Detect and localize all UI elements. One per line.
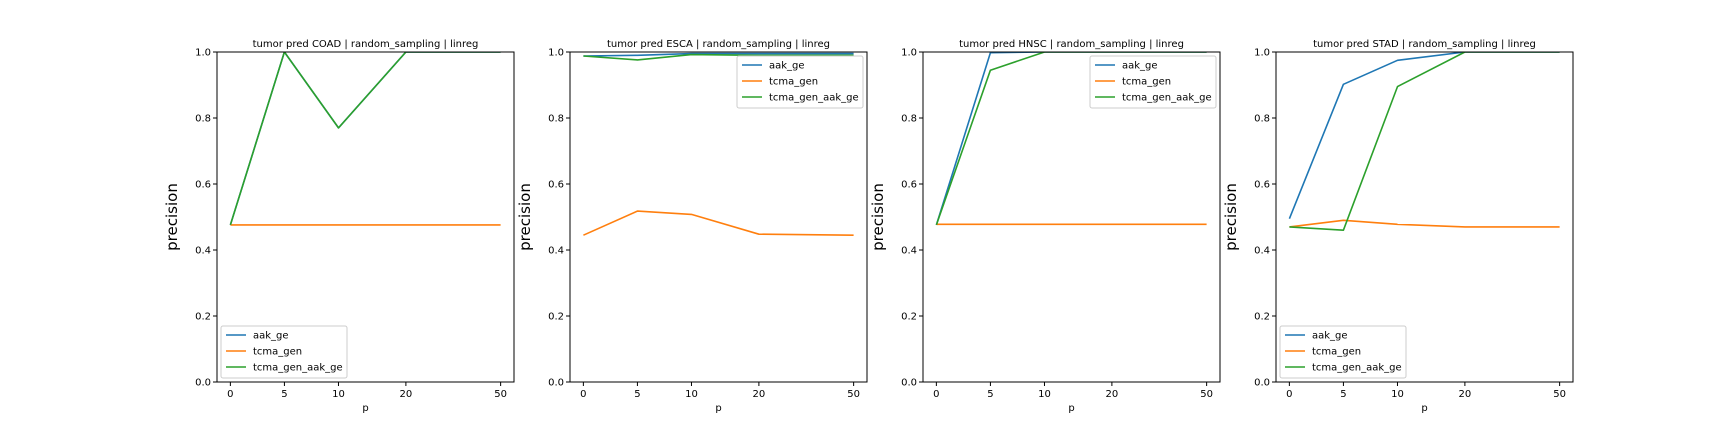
y-tick-label: 0.2 bbox=[195, 312, 211, 323]
x-axis-label: p bbox=[1421, 403, 1427, 414]
x-tick-label: 20 bbox=[1106, 389, 1119, 400]
legend-label: aak_ge bbox=[1312, 331, 1348, 342]
axes-frame bbox=[569, 51, 868, 383]
x-axis-label: p bbox=[362, 403, 368, 414]
series-line-aak-ge bbox=[935, 52, 1207, 226]
y-tick-label: 0.8 bbox=[901, 114, 917, 125]
series-line-tcma-gen bbox=[1289, 219, 1560, 228]
legend-label: aak_ge bbox=[1122, 61, 1158, 72]
x-tick-label: 10 bbox=[1391, 389, 1404, 400]
y-tick-label: 0.4 bbox=[195, 246, 211, 257]
legend: aak_ge tcma_gen tcma_gen_aak_ge bbox=[1089, 55, 1217, 109]
x-axis-label: p bbox=[1068, 403, 1074, 414]
x-tick-label: 20 bbox=[753, 389, 766, 400]
x-tick-label: 0 bbox=[933, 389, 939, 400]
x-tick-label: 5 bbox=[281, 389, 287, 400]
x-tick-label: 10 bbox=[1038, 389, 1051, 400]
y-tick-label: 1.0 bbox=[195, 48, 211, 59]
y-tick-label: 0.0 bbox=[901, 378, 917, 389]
series-line-aak-ge bbox=[1288, 52, 1560, 219]
legend-box bbox=[220, 325, 348, 379]
chart-title: tumor pred STAD | random_sampling | linr… bbox=[1313, 39, 1536, 50]
y-tick-label: 0.4 bbox=[548, 246, 564, 257]
legend-box bbox=[1279, 325, 1407, 379]
y-tick-label: 0.4 bbox=[901, 246, 917, 257]
y-tick-label: 1.0 bbox=[901, 48, 917, 59]
series-line-tcma-gen bbox=[583, 210, 854, 236]
x-tick-label: 20 bbox=[400, 389, 413, 400]
y-tick-label: 0.2 bbox=[901, 312, 917, 323]
legend-label: tcma_gen_aak_ge bbox=[769, 93, 859, 104]
y-tick-label: 0.4 bbox=[1254, 246, 1270, 257]
x-tick-label: 5 bbox=[987, 389, 993, 400]
series-line-tcma-gen-aak-ge bbox=[229, 52, 501, 226]
chart-panel-0: 0.0 0.2 0.4 0.6 0.8 1.0 0 5 10 20 50 tumor pred COA… bbox=[163, 39, 515, 414]
axes-frame bbox=[1275, 51, 1574, 383]
x-tick-label: 0 bbox=[1286, 389, 1292, 400]
chart-title: tumor pred ESCA | random_sampling | linr… bbox=[607, 39, 830, 50]
x-axis-label: p bbox=[715, 403, 721, 414]
y-tick-label: 0.0 bbox=[195, 378, 211, 389]
legend-label: tcma_gen bbox=[1312, 347, 1361, 358]
legend-box bbox=[1089, 55, 1217, 109]
chart-title: tumor pred COAD | random_sampling | linr… bbox=[253, 39, 479, 50]
chart-panel-1: 0.0 0.2 0.4 0.6 0.8 1.0 0 5 10 20 50 tumor pred ESC… bbox=[516, 39, 868, 414]
legend: aak_ge tcma_gen tcma_gen_aak_ge bbox=[1279, 325, 1407, 379]
y-tick-label: 0.8 bbox=[1254, 114, 1270, 125]
y-tick-label: 1.0 bbox=[548, 48, 564, 59]
y-tick-label: 0.2 bbox=[548, 312, 564, 323]
chart-panel-3: 0.0 0.2 0.4 0.6 0.8 1.0 0 5 10 20 50 tumor pred STA… bbox=[1222, 39, 1574, 414]
y-tick-label: 0.8 bbox=[195, 114, 211, 125]
legend-label: tcma_gen_aak_ge bbox=[253, 363, 343, 374]
legend-label: aak_ge bbox=[769, 61, 805, 72]
y-tick-label: 0.0 bbox=[1254, 378, 1270, 389]
y-tick-label: 0.6 bbox=[901, 180, 917, 191]
x-tick-label: 50 bbox=[1553, 389, 1566, 400]
x-tick-label: 5 bbox=[634, 389, 640, 400]
x-tick-label: 50 bbox=[494, 389, 507, 400]
y-tick-label: 0.6 bbox=[548, 180, 564, 191]
legend-box bbox=[736, 55, 864, 109]
series-line-tcma-gen-aak-ge bbox=[583, 53, 854, 61]
series-line-aak-ge bbox=[583, 52, 854, 57]
y-tick-label: 0.6 bbox=[1254, 180, 1270, 191]
legend-label: tcma_gen bbox=[253, 347, 302, 358]
y-axis-label: precision bbox=[163, 183, 181, 251]
legend-label: tcma_gen bbox=[769, 77, 818, 88]
x-tick-label: 20 bbox=[1459, 389, 1472, 400]
y-tick-label: 0.0 bbox=[548, 378, 564, 389]
axes-frame bbox=[216, 51, 515, 383]
series-line-aak-ge bbox=[229, 52, 501, 226]
x-tick-label: 50 bbox=[847, 389, 860, 400]
x-tick-label: 10 bbox=[685, 389, 698, 400]
y-axis-label: precision bbox=[1222, 183, 1240, 251]
x-tick-label: 5 bbox=[1340, 389, 1346, 400]
y-axis-label: precision bbox=[516, 183, 534, 251]
y-tick-label: 0.6 bbox=[195, 180, 211, 191]
series-line-tcma-gen-aak-ge bbox=[935, 52, 1207, 226]
x-tick-label: 10 bbox=[332, 389, 345, 400]
legend-label: tcma_gen_aak_ge bbox=[1312, 363, 1402, 374]
legend: aak_ge tcma_gen tcma_gen_aak_ge bbox=[736, 55, 864, 109]
axes-frame bbox=[922, 51, 1221, 383]
y-axis-label: precision bbox=[869, 183, 887, 251]
series-line-tcma-gen-aak-ge bbox=[1289, 52, 1560, 231]
legend-label: tcma_gen bbox=[1122, 77, 1171, 88]
chart-title: tumor pred HNSC | random_sampling | linr… bbox=[959, 39, 1184, 50]
y-tick-label: 0.8 bbox=[548, 114, 564, 125]
x-tick-label: 0 bbox=[580, 389, 586, 400]
legend-label: tcma_gen_aak_ge bbox=[1122, 93, 1212, 104]
legend-label: aak_ge bbox=[253, 331, 289, 342]
chart-panel-2: 0.0 0.2 0.4 0.6 0.8 1.0 0 5 10 20 50 tumor pred HNS… bbox=[869, 39, 1221, 414]
x-tick-label: 0 bbox=[227, 389, 233, 400]
y-tick-label: 0.2 bbox=[1254, 312, 1270, 323]
y-tick-label: 1.0 bbox=[1254, 48, 1270, 59]
x-tick-label: 50 bbox=[1200, 389, 1213, 400]
legend: aak_ge tcma_gen tcma_gen_aak_ge bbox=[220, 325, 348, 379]
